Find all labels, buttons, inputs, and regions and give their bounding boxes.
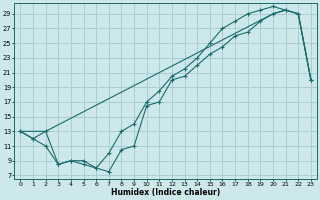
X-axis label: Humidex (Indice chaleur): Humidex (Indice chaleur): [111, 188, 220, 197]
